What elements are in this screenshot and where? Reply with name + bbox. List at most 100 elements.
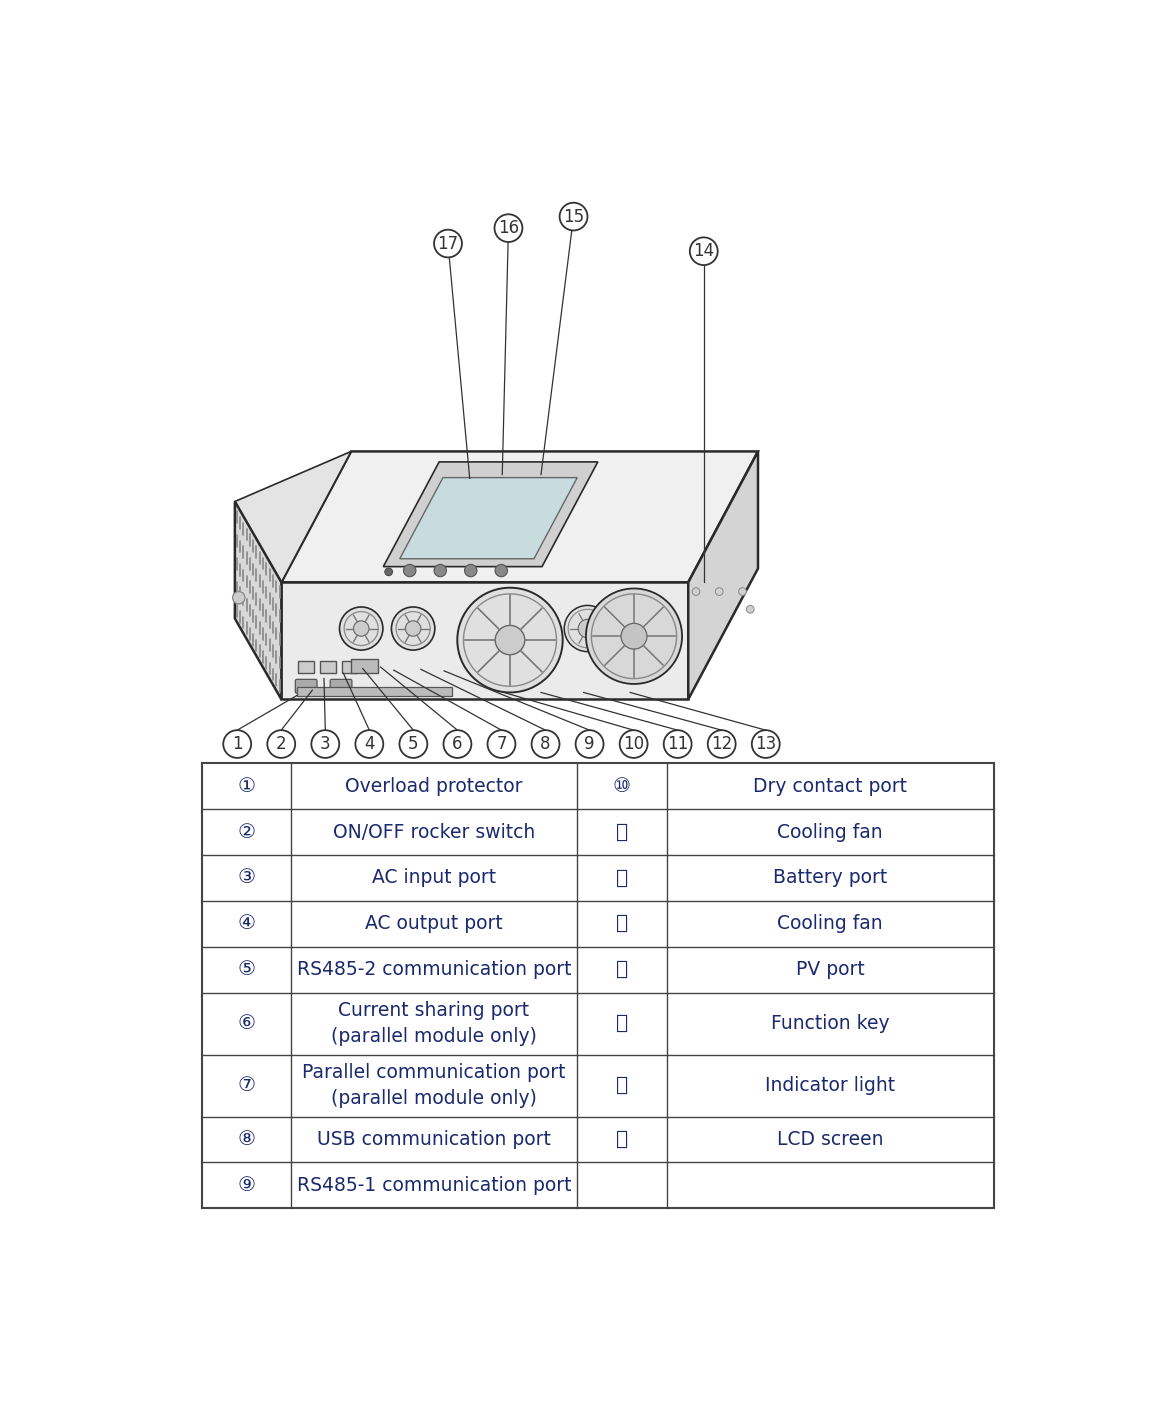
Text: Current sharing port
(parallel module only): Current sharing port (parallel module on… (331, 1000, 538, 1047)
Polygon shape (688, 452, 758, 699)
Text: ⑨: ⑨ (237, 1176, 255, 1195)
Text: 3: 3 (319, 734, 331, 753)
Circle shape (663, 730, 691, 758)
Circle shape (738, 588, 746, 595)
Text: ⑤: ⑤ (237, 960, 255, 979)
FancyBboxPatch shape (351, 660, 378, 673)
Circle shape (586, 588, 682, 684)
Text: USB communication port: USB communication port (317, 1130, 552, 1150)
Text: ⑥: ⑥ (237, 1014, 255, 1033)
Text: ①: ① (237, 777, 255, 796)
Text: 4: 4 (364, 734, 374, 753)
Text: 5: 5 (408, 734, 419, 753)
Text: ⑧: ⑧ (237, 1130, 255, 1150)
Text: Dry contact port: Dry contact port (753, 777, 907, 796)
Circle shape (690, 238, 718, 265)
Circle shape (406, 620, 421, 636)
Circle shape (353, 620, 368, 636)
Text: 1: 1 (232, 734, 243, 753)
Text: 7: 7 (497, 734, 507, 753)
Text: Indicator light: Indicator light (765, 1076, 895, 1095)
Polygon shape (384, 461, 598, 567)
Circle shape (716, 588, 723, 595)
Circle shape (434, 229, 462, 257)
Circle shape (746, 605, 754, 613)
Circle shape (693, 588, 700, 595)
Text: ⑦: ⑦ (237, 1076, 255, 1095)
Text: AC output port: AC output port (365, 915, 503, 933)
Circle shape (457, 588, 563, 692)
Text: ②: ② (237, 823, 255, 841)
Circle shape (434, 564, 447, 577)
FancyBboxPatch shape (330, 680, 352, 694)
Polygon shape (281, 452, 758, 582)
Text: Cooling fan: Cooling fan (778, 823, 883, 841)
Text: ③: ③ (237, 868, 255, 888)
Circle shape (576, 730, 604, 758)
Circle shape (311, 730, 339, 758)
Text: ON/OFF rocker switch: ON/OFF rocker switch (333, 823, 535, 841)
Text: 8: 8 (540, 734, 550, 753)
Polygon shape (400, 477, 577, 559)
Circle shape (356, 730, 384, 758)
Text: ⑯: ⑯ (616, 1076, 628, 1095)
Circle shape (385, 568, 393, 575)
Text: RS485-2 communication port: RS485-2 communication port (297, 960, 571, 979)
Text: 10: 10 (623, 734, 644, 753)
FancyBboxPatch shape (342, 661, 357, 673)
Text: 2: 2 (276, 734, 287, 753)
Text: RS485-1 communication port: RS485-1 communication port (297, 1176, 571, 1195)
FancyBboxPatch shape (321, 661, 336, 673)
Circle shape (464, 564, 477, 577)
Text: ⑮: ⑮ (616, 1014, 628, 1033)
FancyBboxPatch shape (297, 687, 452, 696)
Text: Overload protector: Overload protector (345, 777, 522, 796)
FancyBboxPatch shape (295, 680, 317, 694)
Text: AC input port: AC input port (372, 868, 496, 888)
Text: 15: 15 (563, 208, 584, 225)
Circle shape (267, 730, 295, 758)
Circle shape (392, 606, 435, 650)
Circle shape (621, 623, 647, 649)
Circle shape (496, 564, 507, 577)
Text: 12: 12 (711, 734, 732, 753)
Text: PV port: PV port (795, 960, 864, 979)
Circle shape (487, 730, 515, 758)
Text: ⑩: ⑩ (613, 777, 631, 796)
Text: ④: ④ (237, 915, 255, 933)
Circle shape (619, 730, 647, 758)
Circle shape (494, 214, 522, 242)
Polygon shape (234, 452, 351, 582)
Circle shape (339, 606, 382, 650)
Circle shape (232, 591, 245, 604)
Text: 6: 6 (452, 734, 463, 753)
Circle shape (443, 730, 471, 758)
Polygon shape (234, 501, 281, 699)
Circle shape (560, 203, 588, 231)
Text: 17: 17 (437, 235, 458, 252)
Text: ⑪: ⑪ (616, 823, 628, 841)
Polygon shape (281, 582, 688, 699)
Text: 14: 14 (694, 242, 715, 260)
Text: Cooling fan: Cooling fan (778, 915, 883, 933)
Circle shape (496, 626, 525, 654)
Circle shape (400, 730, 427, 758)
Text: Parallel communication port
(parallel module only): Parallel communication port (parallel mo… (302, 1062, 566, 1109)
Circle shape (578, 619, 597, 637)
Text: 16: 16 (498, 219, 519, 238)
Text: Function key: Function key (771, 1014, 890, 1033)
Text: 9: 9 (584, 734, 595, 753)
Circle shape (708, 730, 736, 758)
Text: ⑰: ⑰ (616, 1130, 628, 1150)
Text: ⑫: ⑫ (616, 868, 628, 888)
Circle shape (752, 730, 780, 758)
Circle shape (403, 564, 416, 577)
Circle shape (532, 730, 560, 758)
Text: ⑭: ⑭ (616, 960, 628, 979)
Text: ⑬: ⑬ (616, 915, 628, 933)
Text: 11: 11 (667, 734, 688, 753)
Text: LCD screen: LCD screen (777, 1130, 884, 1150)
Text: Battery port: Battery port (773, 868, 887, 888)
FancyBboxPatch shape (298, 661, 314, 673)
Circle shape (223, 730, 251, 758)
